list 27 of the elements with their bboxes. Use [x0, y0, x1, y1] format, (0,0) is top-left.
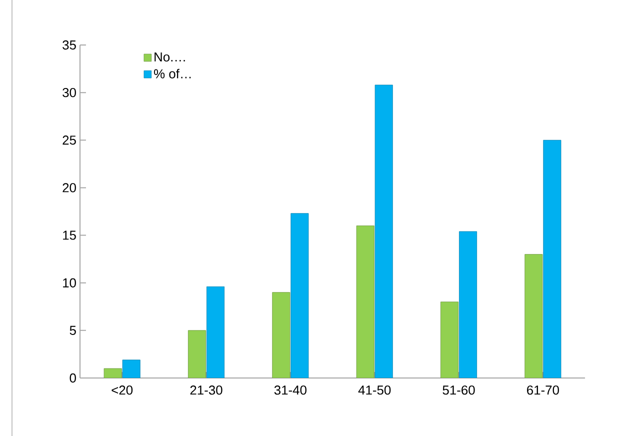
x-tick-label: 51-60	[442, 386, 475, 395]
bar	[440, 302, 458, 378]
x-tick-label: 41-50	[358, 386, 391, 395]
y-tick-label: 35	[62, 40, 76, 50]
x-tick-label: <20	[112, 386, 133, 395]
legend-label: % of…	[154, 68, 191, 78]
x-tick-label: 61-70	[527, 386, 559, 395]
bar	[188, 330, 206, 378]
y-tick-label: 15	[63, 230, 76, 240]
legend-label: No.…	[154, 52, 185, 62]
y-tick-label: 20	[62, 183, 76, 192]
bar	[272, 292, 290, 378]
bar	[524, 254, 543, 378]
y-tick-label: 30	[62, 88, 76, 98]
bar	[374, 84, 393, 378]
x-tick-label: 21-30	[190, 386, 222, 395]
x-tick-label: 31-40	[274, 386, 306, 395]
bar	[122, 360, 140, 378]
bar	[206, 286, 225, 378]
bar	[290, 213, 309, 378]
bar	[356, 226, 374, 378]
bar	[543, 140, 562, 378]
y-tick-label: 5	[70, 326, 76, 335]
y-tick-label: 0	[70, 373, 76, 383]
y-tick-label: 10	[63, 278, 76, 288]
bar	[459, 231, 478, 378]
y-tick-label: 25	[62, 136, 76, 145]
